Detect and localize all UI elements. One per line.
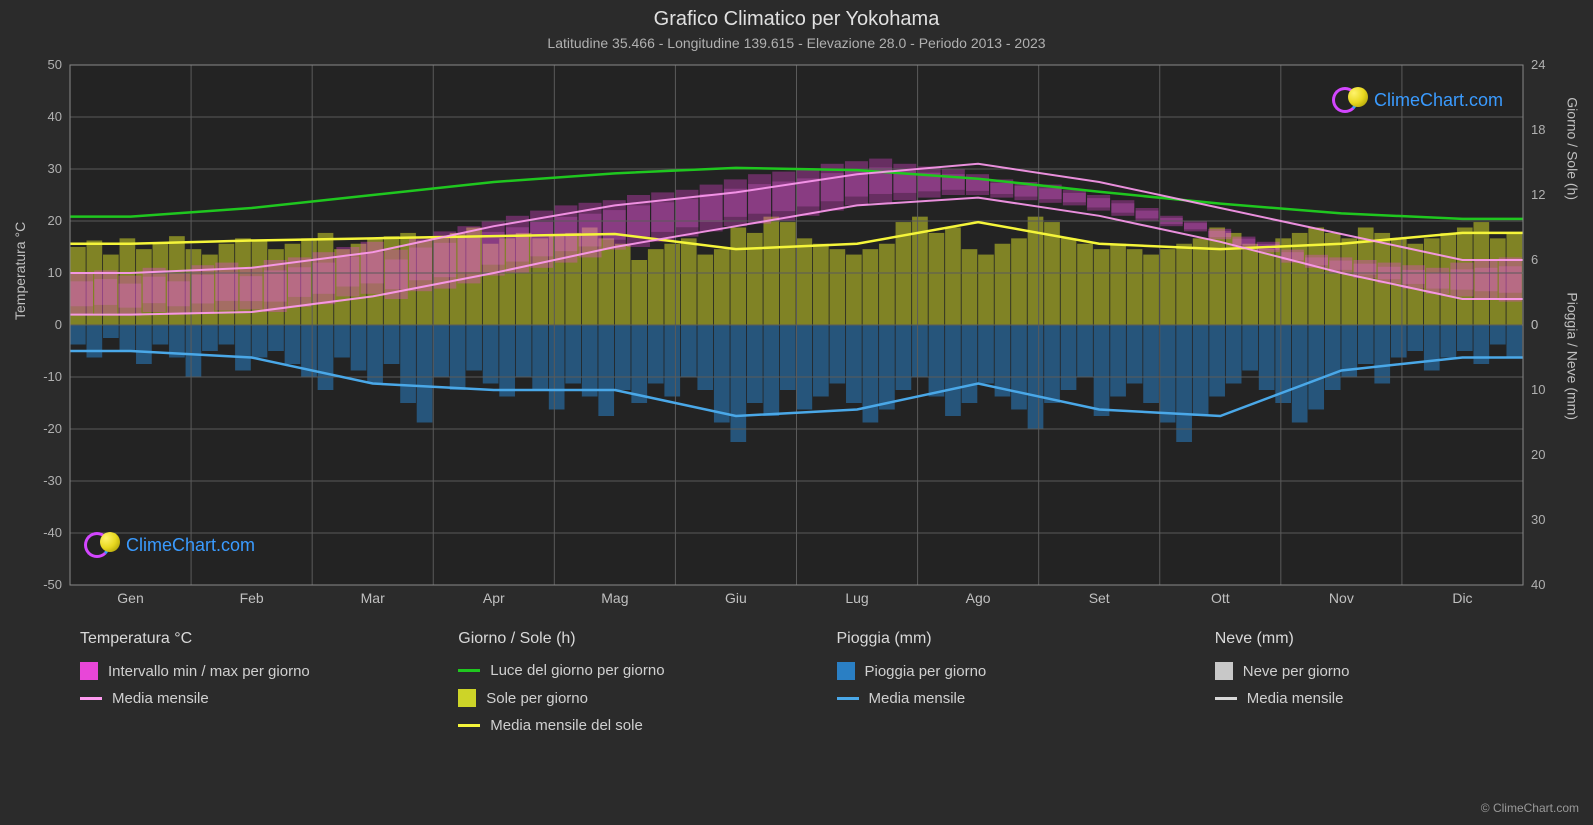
svg-text:30: 30 — [1531, 512, 1545, 527]
svg-text:30: 30 — [48, 161, 62, 176]
svg-text:0: 0 — [1531, 317, 1538, 332]
svg-text:-30: -30 — [43, 473, 62, 488]
legend-column: Pioggia (mm) Pioggia per giorno Media mens… — [837, 630, 1195, 734]
legend-item-label: Media mensile — [869, 690, 966, 707]
svg-text:Ago: Ago — [966, 590, 991, 606]
chart-plot-area: -50-40-30-20-1001020304050GenFebMarAprMa… — [70, 65, 1523, 585]
legend-item-label: Media mensile — [112, 690, 209, 707]
copyright: © ClimeChart.com — [1481, 801, 1579, 815]
legend-item: Neve per giorno — [1215, 662, 1573, 680]
legend-line-swatch — [80, 697, 102, 700]
legend-swatch — [837, 662, 855, 680]
legend-line-swatch — [458, 669, 480, 672]
legend-item: Intervallo min / max per giorno — [80, 662, 438, 680]
legend-item: Luce del giorno per giorno — [458, 662, 816, 679]
svg-text:20: 20 — [1531, 447, 1545, 462]
svg-text:0: 0 — [55, 317, 62, 332]
y-axis-right-top-label: Giorno / Sole (h) — [1565, 97, 1581, 200]
svg-text:-40: -40 — [43, 525, 62, 540]
legend-item: Pioggia per giorno — [837, 662, 1195, 680]
svg-text:40: 40 — [1531, 577, 1545, 592]
svg-text:Nov: Nov — [1329, 590, 1354, 606]
legend-header: Giorno / Sole (h) — [458, 630, 816, 648]
legend-swatch — [80, 662, 98, 680]
svg-text:18: 18 — [1531, 122, 1545, 137]
svg-text:-20: -20 — [43, 421, 62, 436]
svg-text:Gen: Gen — [117, 590, 143, 606]
legend: Temperatura °C Intervallo min / max per g… — [80, 630, 1573, 734]
legend-item: Media mensile — [837, 690, 1195, 707]
legend-column: Giorno / Sole (h) Luce del giorno per gio… — [458, 630, 816, 734]
legend-column: Temperatura °C Intervallo min / max per g… — [80, 630, 438, 734]
svg-text:20: 20 — [48, 213, 62, 228]
legend-header: Neve (mm) — [1215, 630, 1573, 648]
svg-text:-50: -50 — [43, 577, 62, 592]
legend-item: Media mensile — [80, 690, 438, 707]
svg-text:Mar: Mar — [361, 590, 385, 606]
svg-text:Lug: Lug — [845, 590, 868, 606]
chart-subtitle: Latitudine 35.466 - Longitudine 139.615 … — [0, 31, 1593, 51]
chart-svg: -50-40-30-20-1001020304050GenFebMarAprMa… — [70, 65, 1523, 585]
legend-header: Pioggia (mm) — [837, 630, 1195, 648]
y-axis-right-bottom-label: Pioggia / Neve (mm) — [1565, 292, 1581, 420]
legend-item: Media mensile del sole — [458, 717, 816, 734]
svg-text:Ott: Ott — [1211, 590, 1230, 606]
legend-swatch — [458, 689, 476, 707]
svg-text:Feb: Feb — [240, 590, 264, 606]
legend-header: Temperatura °C — [80, 630, 438, 648]
y-axis-left-label: Temperatura °C — [12, 222, 28, 320]
svg-text:6: 6 — [1531, 252, 1538, 267]
svg-text:10: 10 — [1531, 382, 1545, 397]
svg-text:-10: -10 — [43, 369, 62, 384]
svg-text:50: 50 — [48, 57, 62, 72]
svg-text:24: 24 — [1531, 57, 1545, 72]
legend-item-label: Neve per giorno — [1243, 663, 1350, 680]
svg-text:Mag: Mag — [601, 590, 628, 606]
svg-text:Apr: Apr — [483, 590, 505, 606]
legend-swatch — [1215, 662, 1233, 680]
legend-line-swatch — [837, 697, 859, 700]
svg-text:Set: Set — [1089, 590, 1110, 606]
svg-text:40: 40 — [48, 109, 62, 124]
legend-line-swatch — [458, 724, 480, 727]
legend-item-label: Sole per giorno — [486, 690, 588, 707]
chart-title: Grafico Climatico per Yokohama — [0, 0, 1593, 31]
legend-item: Sole per giorno — [458, 689, 816, 707]
legend-item-label: Media mensile del sole — [490, 717, 643, 734]
legend-item-label: Luce del giorno per giorno — [490, 662, 664, 679]
legend-item-label: Media mensile — [1247, 690, 1344, 707]
legend-line-swatch — [1215, 697, 1237, 700]
svg-text:10: 10 — [48, 265, 62, 280]
legend-item-label: Intervallo min / max per giorno — [108, 663, 310, 680]
svg-text:Giu: Giu — [725, 590, 747, 606]
svg-text:Dic: Dic — [1452, 590, 1472, 606]
legend-item: Media mensile — [1215, 690, 1573, 707]
legend-item-label: Pioggia per giorno — [865, 663, 987, 680]
svg-text:12: 12 — [1531, 187, 1545, 202]
legend-column: Neve (mm) Neve per giorno Media mensile — [1215, 630, 1573, 734]
